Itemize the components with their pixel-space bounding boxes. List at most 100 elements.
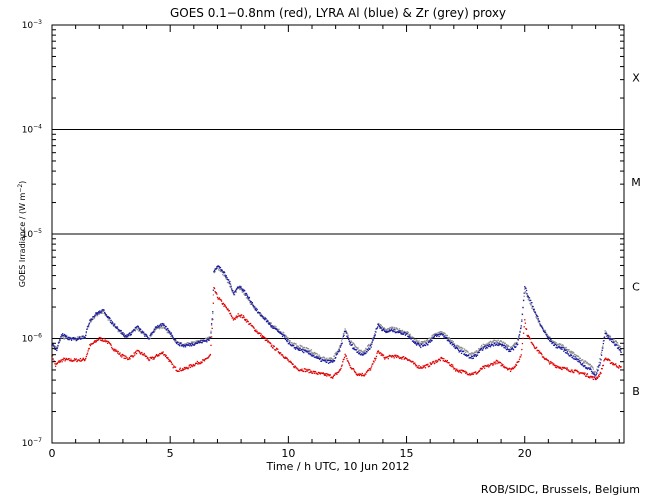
data-point	[219, 269, 221, 271]
data-point	[90, 320, 93, 322]
data-point	[150, 333, 152, 335]
data-point	[615, 365, 618, 367]
data-point	[385, 331, 387, 334]
data-point	[301, 347, 304, 349]
data-point	[54, 363, 56, 365]
data-point	[427, 344, 429, 346]
data-point	[395, 327, 398, 329]
data-point	[79, 357, 82, 360]
data-point	[554, 364, 556, 366]
data-point	[190, 345, 193, 347]
data-point	[193, 344, 196, 346]
data-point	[367, 349, 369, 352]
data-point	[599, 362, 602, 364]
data-point	[547, 338, 550, 340]
data-point	[553, 363, 555, 365]
data-point	[589, 363, 592, 366]
data-point	[383, 327, 385, 329]
data-point	[318, 357, 320, 360]
data-point	[577, 359, 580, 361]
data-point	[396, 327, 398, 330]
data-point	[356, 347, 358, 349]
data-point	[116, 350, 118, 352]
data-point	[318, 371, 320, 374]
data-point	[563, 348, 566, 350]
data-point	[391, 330, 394, 332]
data-point	[60, 336, 62, 338]
data-point	[366, 348, 369, 351]
x-tick-label: 5	[167, 447, 174, 460]
data-point	[349, 343, 351, 345]
data-point	[309, 353, 311, 355]
data-point	[177, 341, 179, 343]
data-point	[82, 358, 84, 360]
data-point	[604, 358, 606, 360]
data-point	[138, 327, 140, 329]
data-point	[174, 339, 177, 341]
data-point	[186, 367, 189, 369]
data-point	[283, 332, 285, 334]
data-point	[160, 323, 162, 325]
data-point	[192, 363, 194, 366]
data-point	[565, 346, 567, 349]
data-point	[379, 327, 381, 329]
data-point	[140, 328, 142, 331]
data-point	[479, 349, 481, 351]
data-point	[242, 291, 245, 293]
data-point	[141, 353, 144, 355]
data-point	[213, 270, 215, 273]
data-point	[98, 312, 100, 314]
data-point	[505, 345, 507, 348]
data-point	[78, 359, 80, 361]
data-point	[82, 335, 84, 338]
data-point	[454, 370, 457, 372]
data-point	[467, 354, 470, 356]
data-point	[262, 335, 265, 338]
data-point	[550, 339, 553, 341]
data-point	[322, 372, 324, 374]
data-point	[363, 350, 365, 352]
data-point	[470, 355, 473, 357]
data-point	[474, 371, 476, 374]
data-point	[375, 355, 378, 358]
data-point	[610, 338, 612, 341]
data-point	[144, 354, 146, 356]
data-point	[373, 361, 375, 363]
data-point	[267, 320, 269, 322]
data-point	[222, 303, 224, 305]
data-point	[353, 344, 356, 346]
data-point	[475, 371, 477, 373]
data-point	[287, 339, 289, 341]
data-point	[274, 327, 277, 330]
data-point	[89, 321, 91, 324]
data-point	[285, 337, 287, 340]
data-point	[421, 343, 423, 345]
data-point	[307, 353, 310, 355]
data-point	[209, 336, 212, 338]
data-point	[311, 372, 314, 374]
data-point	[59, 360, 61, 363]
y-tick-label: 10−4	[22, 124, 42, 136]
data-point	[121, 332, 123, 334]
data-point	[264, 316, 266, 318]
data-point	[244, 319, 246, 321]
data-point	[372, 338, 375, 340]
data-point	[267, 340, 269, 342]
data-point	[441, 331, 443, 333]
data-point	[588, 367, 590, 369]
data-point	[277, 348, 279, 350]
data-point	[212, 294, 215, 296]
series-lyra-zr-proxy	[51, 265, 622, 376]
data-point	[489, 364, 491, 367]
data-point	[410, 360, 412, 362]
data-point	[457, 346, 459, 348]
data-point	[556, 345, 558, 347]
data-point	[586, 373, 588, 376]
data-point	[369, 368, 371, 370]
data-point	[498, 344, 501, 346]
data-point	[319, 355, 321, 358]
data-point	[436, 335, 438, 338]
data-point	[434, 333, 436, 335]
data-point	[377, 323, 379, 326]
